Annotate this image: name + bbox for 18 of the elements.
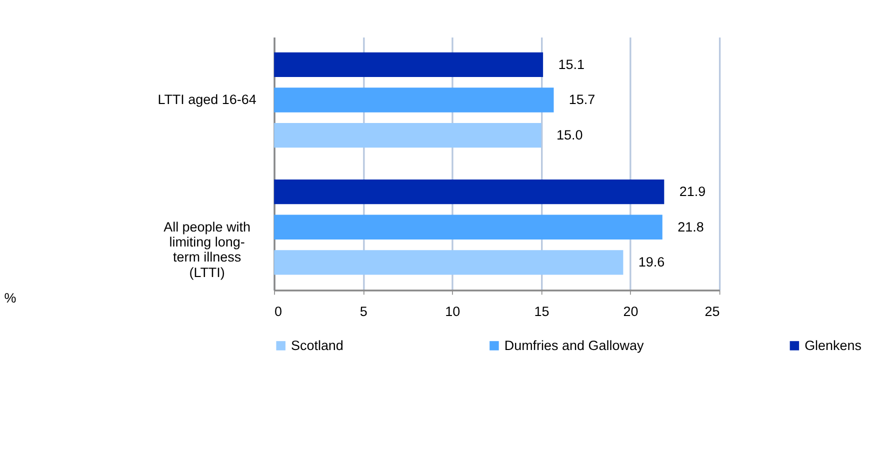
x-tick-label: 0 (274, 304, 282, 319)
x-tick-label: 5 (360, 304, 368, 319)
data-label: 21.8 (678, 219, 704, 234)
data-label: 15.0 (556, 128, 583, 143)
data-label: 19.6 (638, 254, 665, 270)
x-tick-label: 10 (445, 304, 460, 319)
y-tick-label: LTTI aged 16-64 (158, 92, 257, 108)
x-tick-label: 15 (534, 304, 550, 319)
x-tick-label: 20 (623, 304, 638, 319)
legend-label: Scotland (290, 338, 344, 353)
y-tick-label: All people with limiting long-term illness (LTTI) (164, 219, 251, 280)
data-label: 21.9 (679, 184, 706, 200)
text: % (4, 290, 16, 306)
data-label: 15.7 (568, 92, 596, 108)
data-label: 15.1 (558, 56, 584, 72)
legend-label: Glenkens (804, 338, 862, 353)
x-tick-label: 25 (704, 304, 720, 319)
legend-label: Dumfries and Galloway (504, 338, 644, 353)
